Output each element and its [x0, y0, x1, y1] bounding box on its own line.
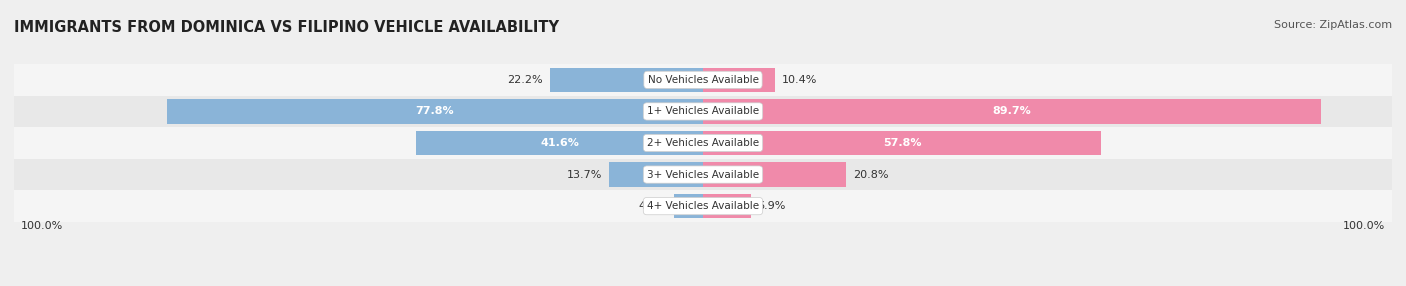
Bar — [14, 190, 1392, 222]
Bar — [550, 67, 703, 92]
Bar — [703, 99, 1322, 124]
Text: 2+ Vehicles Available: 2+ Vehicles Available — [647, 138, 759, 148]
Text: 100.0%: 100.0% — [21, 221, 63, 231]
Bar — [14, 159, 1392, 190]
Bar — [703, 162, 846, 187]
Bar — [703, 131, 1101, 155]
Bar — [14, 96, 1392, 127]
Text: IMMIGRANTS FROM DOMINICA VS FILIPINO VEHICLE AVAILABILITY: IMMIGRANTS FROM DOMINICA VS FILIPINO VEH… — [14, 20, 560, 35]
Bar — [416, 131, 703, 155]
Bar — [703, 194, 751, 219]
Text: 77.8%: 77.8% — [416, 106, 454, 116]
Text: 1+ Vehicles Available: 1+ Vehicles Available — [647, 106, 759, 116]
Text: 10.4%: 10.4% — [782, 75, 817, 85]
Text: 6.9%: 6.9% — [758, 201, 786, 211]
Text: 100.0%: 100.0% — [1343, 221, 1385, 231]
Bar — [14, 64, 1392, 96]
Text: 3+ Vehicles Available: 3+ Vehicles Available — [647, 170, 759, 180]
Text: 22.2%: 22.2% — [508, 75, 543, 85]
Text: 13.7%: 13.7% — [567, 170, 602, 180]
Text: 20.8%: 20.8% — [853, 170, 889, 180]
Text: Source: ZipAtlas.com: Source: ZipAtlas.com — [1274, 20, 1392, 30]
Text: 41.6%: 41.6% — [540, 138, 579, 148]
Text: No Vehicles Available: No Vehicles Available — [648, 75, 758, 85]
Bar — [14, 127, 1392, 159]
Bar — [609, 162, 703, 187]
Text: 89.7%: 89.7% — [993, 106, 1032, 116]
Bar — [167, 99, 703, 124]
Text: 4.2%: 4.2% — [638, 201, 668, 211]
Text: 4+ Vehicles Available: 4+ Vehicles Available — [647, 201, 759, 211]
Bar — [673, 194, 703, 219]
Bar — [703, 67, 775, 92]
Text: 57.8%: 57.8% — [883, 138, 921, 148]
